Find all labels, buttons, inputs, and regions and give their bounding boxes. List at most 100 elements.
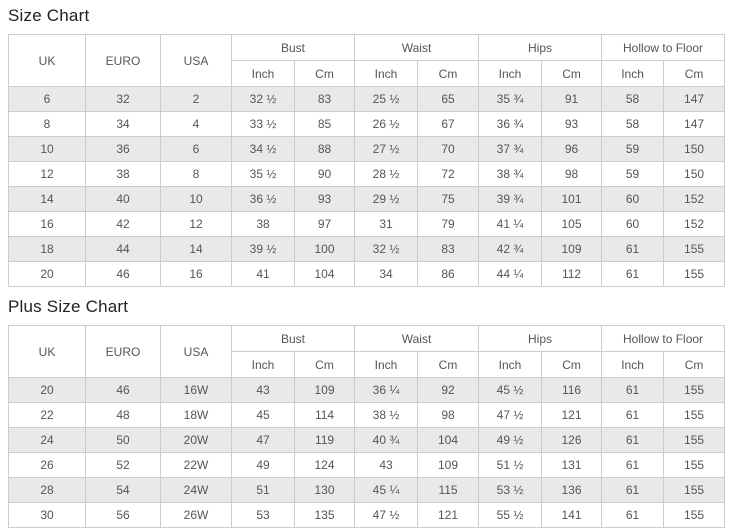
table-cell: 29 ½ (354, 186, 419, 212)
table-cell: 38 ½ (354, 402, 419, 428)
table-cell: 44 (85, 236, 161, 262)
table-cell: 61 (601, 402, 665, 428)
table-cell: 16W (160, 377, 232, 403)
size-chart-table-header: UK EURO USA Bust Waist Hips Hollow to Fl… (8, 34, 726, 87)
table-cell: 27 ½ (354, 136, 419, 162)
table-cell: 115 (417, 477, 480, 503)
table-cell: 130 (293, 477, 356, 503)
table-cell: 14 (160, 236, 232, 262)
table-cell: 109 (417, 452, 480, 478)
table-cell: 155 (663, 402, 726, 428)
table-cell: 28 ½ (354, 161, 419, 187)
col-header-euro: EURO (85, 34, 161, 87)
table-cell: 38 (231, 211, 295, 237)
table-cell: 61 (601, 261, 665, 287)
table-row: 16 42 12 38 97 31 79 41 ¼ 105 60 152 (8, 211, 726, 237)
table-cell: 20W (160, 427, 232, 453)
table-cell: 8 (8, 111, 86, 137)
col-header-hips: Hips (478, 325, 603, 352)
table-cell: 56 (85, 502, 161, 528)
plus-size-chart-title: Plus Size Chart (8, 297, 129, 316)
table-cell: 40 ¾ (354, 427, 419, 453)
table-row: 28 54 24W 51 130 45 ¼ 115 53 ½ 136 61 155 (8, 477, 726, 503)
table-row: 30 56 26W 53 135 47 ½ 121 55 ½ 141 61 155 (8, 502, 726, 528)
table-cell: 18W (160, 402, 232, 428)
table-cell: 53 ½ (478, 477, 543, 503)
table-cell: 136 (541, 477, 603, 503)
table-cell: 32 ½ (231, 86, 295, 112)
table-cell: 33 ½ (231, 111, 295, 137)
table-cell: 14 (8, 186, 86, 212)
table-cell: 155 (663, 452, 726, 478)
col-header-uk: UK (8, 34, 86, 87)
table-cell: 58 (601, 86, 665, 112)
table-cell: 31 (354, 211, 419, 237)
table-cell: 22W (160, 452, 232, 478)
table-cell: 45 ¼ (354, 477, 419, 503)
size-chart-table: UK EURO USA Bust Waist Hips Hollow to Fl… (8, 34, 726, 287)
table-cell: 44 ¼ (478, 261, 543, 287)
table-cell: 38 ¾ (478, 161, 543, 187)
table-cell: 49 ½ (478, 427, 543, 453)
table-cell: 42 (85, 211, 161, 237)
table-row: 14 40 10 36 ½ 93 29 ½ 75 39 ¾ 101 60 152 (8, 186, 726, 212)
table-cell: 32 (85, 86, 161, 112)
table-cell: 97 (293, 211, 356, 237)
table-cell: 36 ¾ (478, 111, 543, 137)
table-row: 26 52 22W 49 124 43 109 51 ½ 131 61 155 (8, 452, 726, 478)
table-cell: 121 (541, 402, 603, 428)
table-cell: 150 (663, 161, 726, 187)
col-header-hollow-to-floor: Hollow to Floor (601, 34, 726, 61)
table-row: 22 48 18W 45 114 38 ½ 98 47 ½ 121 61 155 (8, 402, 726, 428)
table-cell: 24 (8, 427, 86, 453)
col-header-bust: Bust (230, 325, 356, 352)
table-cell: 147 (663, 86, 726, 112)
col-header-usa: USA (160, 325, 232, 378)
table-row: 20 46 16W 43 109 36 ¼ 92 45 ½ 116 61 155 (8, 377, 726, 403)
table-cell: 67 (417, 111, 480, 137)
col-header-bust-inch: Inch (231, 351, 295, 378)
col-header-usa: USA (160, 34, 232, 87)
table-cell: 45 ½ (478, 377, 543, 403)
col-header-hollow-to-floor: Hollow to Floor (601, 325, 726, 352)
table-cell: 35 ½ (231, 161, 295, 187)
table-cell: 52 (85, 452, 161, 478)
col-header-waist-cm: Cm (417, 351, 480, 378)
table-cell: 72 (417, 161, 480, 187)
table-row: 20 46 16 41 104 34 86 44 ¼ 112 61 155 (8, 261, 726, 287)
col-header-hips-inch: Inch (478, 351, 543, 378)
table-cell: 90 (293, 161, 356, 187)
table-cell: 155 (663, 477, 726, 503)
table-cell: 61 (601, 477, 665, 503)
table-cell: 34 ½ (231, 136, 295, 162)
table-cell: 105 (541, 211, 603, 237)
table-cell: 60 (601, 186, 665, 212)
table-cell: 22 (8, 402, 86, 428)
col-header-waist-inch: Inch (354, 351, 419, 378)
table-cell: 51 ½ (478, 452, 543, 478)
table-cell: 53 (231, 502, 295, 528)
table-row: 18 44 14 39 ½ 100 32 ½ 83 42 ¾ 109 61 155 (8, 236, 726, 262)
table-cell: 46 (85, 261, 161, 287)
col-header-bust-cm: Cm (293, 351, 356, 378)
col-header-uk: UK (8, 325, 86, 378)
table-cell: 104 (293, 261, 356, 287)
table-cell: 41 ¼ (478, 211, 543, 237)
table-cell: 35 ¾ (478, 86, 543, 112)
plus-size-chart-table: UK EURO USA Bust Waist Hips Hollow to Fl… (8, 325, 726, 528)
table-cell: 24W (160, 477, 232, 503)
table-cell: 61 (601, 502, 665, 528)
table-cell: 41 (231, 261, 295, 287)
table-cell: 109 (293, 377, 356, 403)
table-cell: 86 (417, 261, 480, 287)
table-cell: 61 (601, 377, 665, 403)
table-cell: 36 ¼ (354, 377, 419, 403)
table-cell: 34 (85, 111, 161, 137)
table-cell: 150 (663, 136, 726, 162)
table-cell: 88 (293, 136, 356, 162)
table-cell: 79 (417, 211, 480, 237)
size-chart-title: Size Chart (8, 6, 90, 25)
col-header-waist-inch: Inch (354, 60, 419, 87)
table-cell: 60 (601, 211, 665, 237)
table-cell: 91 (541, 86, 603, 112)
